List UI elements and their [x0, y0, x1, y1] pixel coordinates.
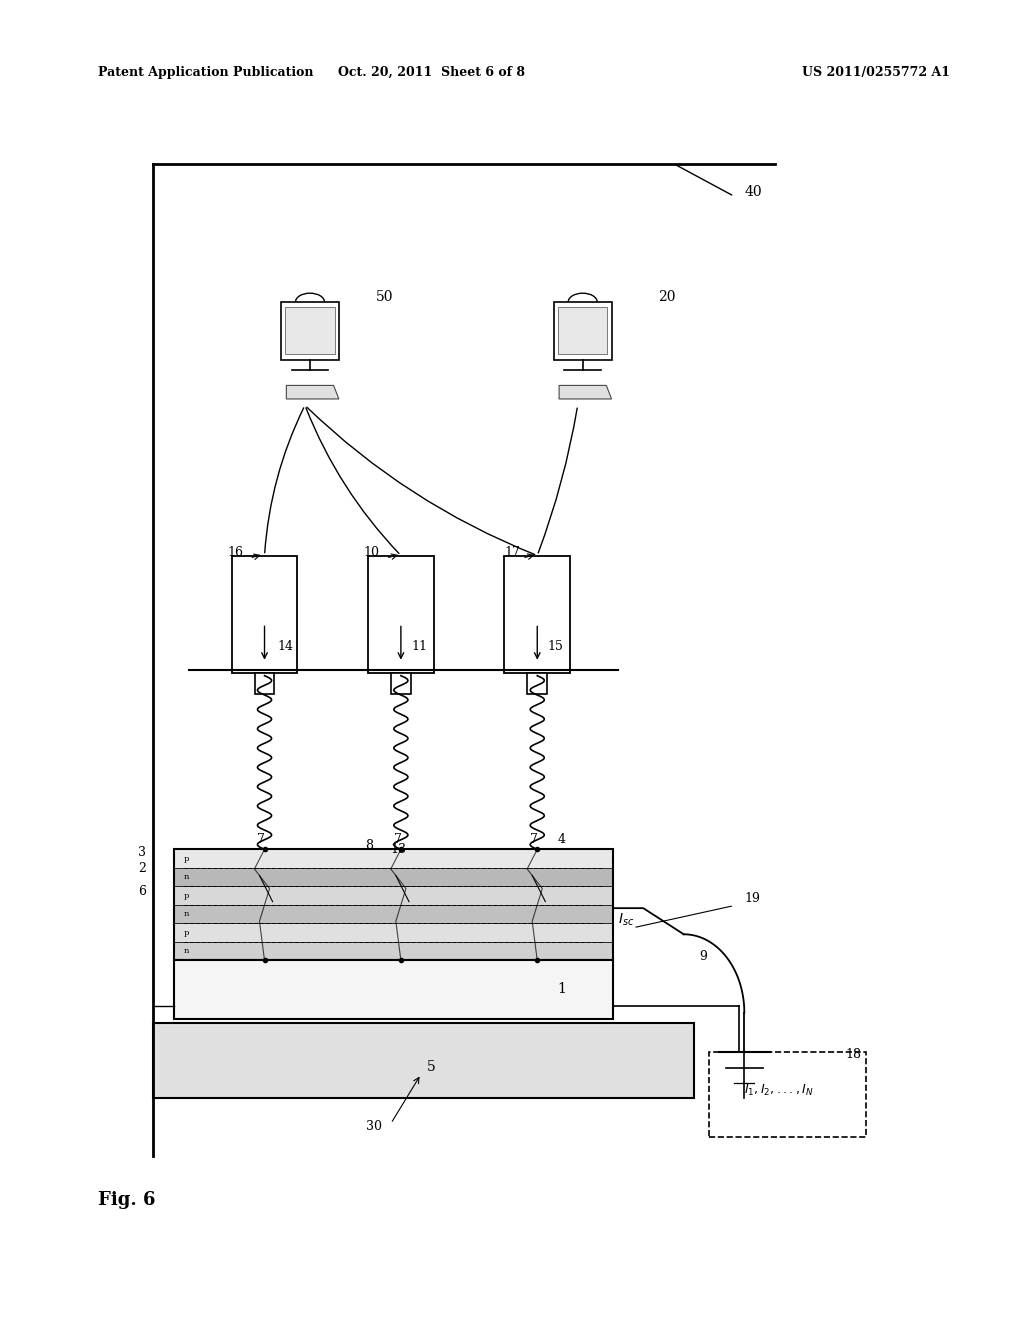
- Bar: [174, 924, 613, 942]
- Text: 30: 30: [366, 1121, 382, 1133]
- Bar: [527, 673, 547, 694]
- Text: 7: 7: [257, 833, 265, 846]
- Text: n: n: [183, 911, 189, 919]
- Text: 7: 7: [394, 833, 401, 846]
- Bar: [174, 961, 613, 1019]
- Bar: [255, 673, 274, 694]
- Bar: [154, 1023, 694, 1097]
- Text: 15: 15: [548, 640, 563, 652]
- Bar: [174, 867, 613, 887]
- Text: p: p: [183, 854, 189, 863]
- Text: 40: 40: [744, 185, 762, 199]
- Bar: [174, 887, 613, 906]
- Text: 19: 19: [744, 891, 760, 904]
- Bar: [709, 1052, 865, 1137]
- Text: 16: 16: [227, 545, 243, 558]
- Text: Patent Application Publication: Patent Application Publication: [98, 66, 313, 79]
- Polygon shape: [559, 385, 611, 399]
- Polygon shape: [286, 308, 335, 354]
- Text: p: p: [183, 891, 189, 900]
- Text: 5: 5: [427, 1060, 435, 1074]
- Text: 50: 50: [376, 290, 393, 304]
- Text: 18: 18: [846, 1048, 861, 1061]
- Text: 17: 17: [505, 545, 521, 558]
- Bar: [368, 556, 434, 673]
- Text: p: p: [183, 929, 189, 937]
- Polygon shape: [558, 308, 607, 354]
- Text: 4: 4: [557, 833, 565, 846]
- Bar: [174, 906, 613, 924]
- Text: n: n: [183, 948, 189, 956]
- Text: Oct. 20, 2011  Sheet 6 of 8: Oct. 20, 2011 Sheet 6 of 8: [338, 66, 524, 79]
- Bar: [174, 942, 613, 961]
- Text: 1: 1: [557, 982, 566, 997]
- Text: 7: 7: [530, 833, 538, 846]
- Text: 11: 11: [411, 640, 427, 652]
- Bar: [174, 849, 613, 867]
- Text: $I_1, I_2, ..., I_N$: $I_1, I_2, ..., I_N$: [744, 1082, 814, 1098]
- Text: Fig. 6: Fig. 6: [98, 1191, 156, 1209]
- Text: 6: 6: [138, 886, 146, 898]
- Text: n: n: [183, 873, 189, 882]
- Text: 10: 10: [364, 545, 380, 558]
- Bar: [391, 673, 411, 694]
- Text: 2: 2: [138, 862, 146, 875]
- Text: $I_{sc}$: $I_{sc}$: [618, 912, 635, 928]
- Text: 8: 8: [366, 840, 374, 853]
- Text: 9: 9: [698, 950, 707, 964]
- Bar: [505, 556, 570, 673]
- Text: US 2011/0255772 A1: US 2011/0255772 A1: [802, 66, 949, 79]
- Text: 13: 13: [391, 843, 407, 857]
- Bar: [174, 849, 613, 961]
- Text: 20: 20: [658, 290, 676, 304]
- Bar: [231, 556, 297, 673]
- Text: 3: 3: [138, 846, 146, 859]
- Polygon shape: [287, 385, 339, 399]
- Text: 14: 14: [278, 640, 294, 652]
